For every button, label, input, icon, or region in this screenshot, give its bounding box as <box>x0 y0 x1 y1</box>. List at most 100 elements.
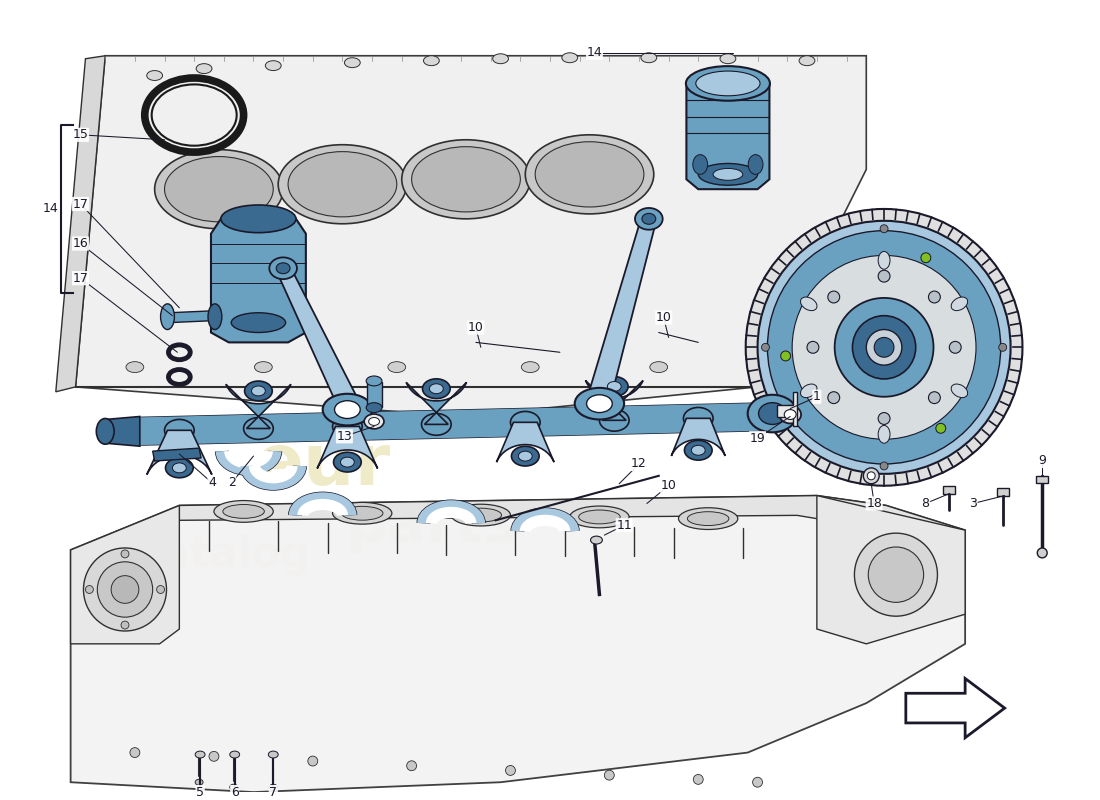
Ellipse shape <box>344 58 360 68</box>
Text: 19: 19 <box>750 432 766 445</box>
Ellipse shape <box>748 154 763 174</box>
Ellipse shape <box>421 414 451 435</box>
Ellipse shape <box>196 64 212 74</box>
Circle shape <box>828 392 839 403</box>
Ellipse shape <box>341 506 383 520</box>
Circle shape <box>1037 548 1047 558</box>
Polygon shape <box>56 56 106 392</box>
Circle shape <box>781 351 791 361</box>
Polygon shape <box>211 219 306 342</box>
Text: 3: 3 <box>969 497 977 510</box>
Ellipse shape <box>586 394 613 413</box>
Circle shape <box>807 342 818 354</box>
Circle shape <box>864 468 879 484</box>
Ellipse shape <box>570 506 629 528</box>
Polygon shape <box>686 83 769 189</box>
Ellipse shape <box>683 407 713 430</box>
Circle shape <box>949 342 961 354</box>
Ellipse shape <box>402 140 530 219</box>
Text: 16: 16 <box>73 237 88 250</box>
Polygon shape <box>70 506 179 644</box>
Ellipse shape <box>276 263 290 274</box>
Ellipse shape <box>696 71 760 96</box>
Ellipse shape <box>536 142 643 207</box>
Ellipse shape <box>195 779 204 785</box>
Ellipse shape <box>574 388 624 419</box>
Ellipse shape <box>518 451 532 461</box>
Circle shape <box>878 413 890 425</box>
Circle shape <box>921 253 931 262</box>
Ellipse shape <box>641 53 657 62</box>
Circle shape <box>878 270 890 282</box>
Circle shape <box>867 472 876 480</box>
Ellipse shape <box>161 304 175 330</box>
Ellipse shape <box>334 401 360 418</box>
Text: 11: 11 <box>616 518 632 532</box>
Ellipse shape <box>230 784 238 790</box>
Circle shape <box>121 550 129 558</box>
Ellipse shape <box>213 501 273 522</box>
Ellipse shape <box>591 536 603 544</box>
Circle shape <box>758 221 1011 474</box>
Ellipse shape <box>878 426 890 443</box>
Ellipse shape <box>332 502 392 524</box>
Ellipse shape <box>165 458 194 478</box>
Ellipse shape <box>779 406 801 423</box>
Ellipse shape <box>686 66 770 101</box>
Ellipse shape <box>607 382 621 391</box>
Circle shape <box>928 291 940 303</box>
Circle shape <box>121 621 129 629</box>
Polygon shape <box>817 495 965 644</box>
Ellipse shape <box>493 54 508 64</box>
Text: 17: 17 <box>73 272 88 285</box>
Polygon shape <box>153 448 201 461</box>
Text: 10: 10 <box>656 311 672 324</box>
Ellipse shape <box>512 446 539 466</box>
Text: 1: 1 <box>813 390 821 403</box>
Ellipse shape <box>460 508 502 522</box>
Polygon shape <box>944 486 955 494</box>
Text: 10: 10 <box>661 479 676 492</box>
Circle shape <box>835 298 934 397</box>
Circle shape <box>867 330 902 365</box>
Ellipse shape <box>635 208 662 230</box>
Ellipse shape <box>364 414 384 429</box>
Ellipse shape <box>97 418 114 444</box>
Ellipse shape <box>366 402 382 413</box>
Circle shape <box>506 766 516 775</box>
Ellipse shape <box>231 313 286 333</box>
Polygon shape <box>671 418 725 456</box>
Polygon shape <box>106 417 140 446</box>
Ellipse shape <box>688 512 729 526</box>
Circle shape <box>928 392 940 403</box>
Ellipse shape <box>650 362 668 373</box>
Text: 17: 17 <box>73 198 88 210</box>
Ellipse shape <box>579 510 620 524</box>
Ellipse shape <box>411 146 520 212</box>
Ellipse shape <box>521 362 539 373</box>
Circle shape <box>604 770 614 780</box>
Text: 2: 2 <box>228 476 235 490</box>
Polygon shape <box>406 382 466 424</box>
Circle shape <box>868 547 924 602</box>
Circle shape <box>111 576 139 603</box>
Ellipse shape <box>270 258 297 279</box>
Text: 13: 13 <box>337 430 352 442</box>
Circle shape <box>880 225 888 233</box>
Text: 14: 14 <box>43 202 58 215</box>
Polygon shape <box>76 56 867 417</box>
Circle shape <box>752 778 762 787</box>
Ellipse shape <box>173 463 186 473</box>
Ellipse shape <box>221 205 296 233</box>
Polygon shape <box>905 678 1004 738</box>
Circle shape <box>874 338 894 358</box>
Ellipse shape <box>268 751 278 758</box>
Ellipse shape <box>388 362 406 373</box>
Ellipse shape <box>693 154 707 174</box>
Ellipse shape <box>799 56 815 66</box>
Circle shape <box>209 751 219 762</box>
Circle shape <box>999 343 1007 351</box>
Ellipse shape <box>952 384 968 398</box>
Ellipse shape <box>769 362 786 373</box>
Circle shape <box>156 586 165 594</box>
